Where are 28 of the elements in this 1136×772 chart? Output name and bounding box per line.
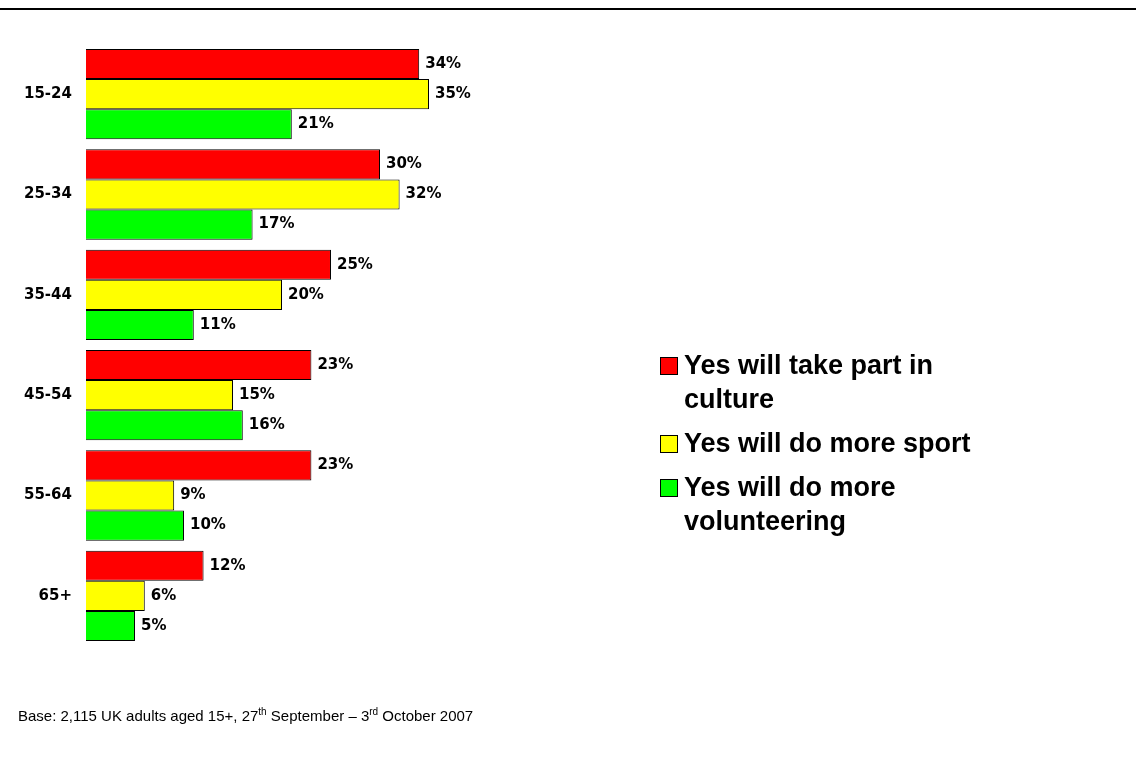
data-label: 6% [150, 585, 177, 604]
y-tick-label: 25-34 [23, 184, 72, 203]
legend-label: Yes will take part in culture [684, 349, 935, 416]
legend-label: Yes will do more volunteering [684, 471, 897, 538]
data-label: 10% [189, 515, 226, 534]
y-tick-label: 35-44 [23, 284, 72, 303]
data-label: 20% [287, 284, 324, 303]
data-label: 34% [425, 53, 462, 72]
y-tick-label: 65+ [38, 585, 72, 604]
y-tick-label: 15-24 [23, 84, 72, 103]
data-label: 16% [248, 415, 285, 434]
y-tick-label: 45-54 [23, 385, 72, 404]
data-label: 25% [336, 254, 373, 273]
data-label: 15% [238, 385, 275, 404]
data-label: 23% [317, 354, 354, 373]
data-label: 5% [140, 615, 167, 634]
data-label: 9% [180, 485, 206, 504]
data-label: 30% [386, 154, 422, 173]
data-label: 12% [209, 555, 246, 574]
data-label: 32% [405, 184, 442, 203]
data-label: 17% [258, 214, 295, 233]
data-label: 21% [297, 114, 334, 133]
y-tick-label: 55-64 [23, 485, 72, 504]
data-label: 35% [435, 84, 471, 103]
data-label: 23% [317, 455, 354, 474]
data-label: 11% [199, 314, 236, 333]
text: Base: 2,115 UK adults aged 15+, 27$^{th}$ September – 3$^{rd}$ October 2007 [18, 706, 474, 724]
legend-label: Yes will do more sport [684, 427, 971, 460]
